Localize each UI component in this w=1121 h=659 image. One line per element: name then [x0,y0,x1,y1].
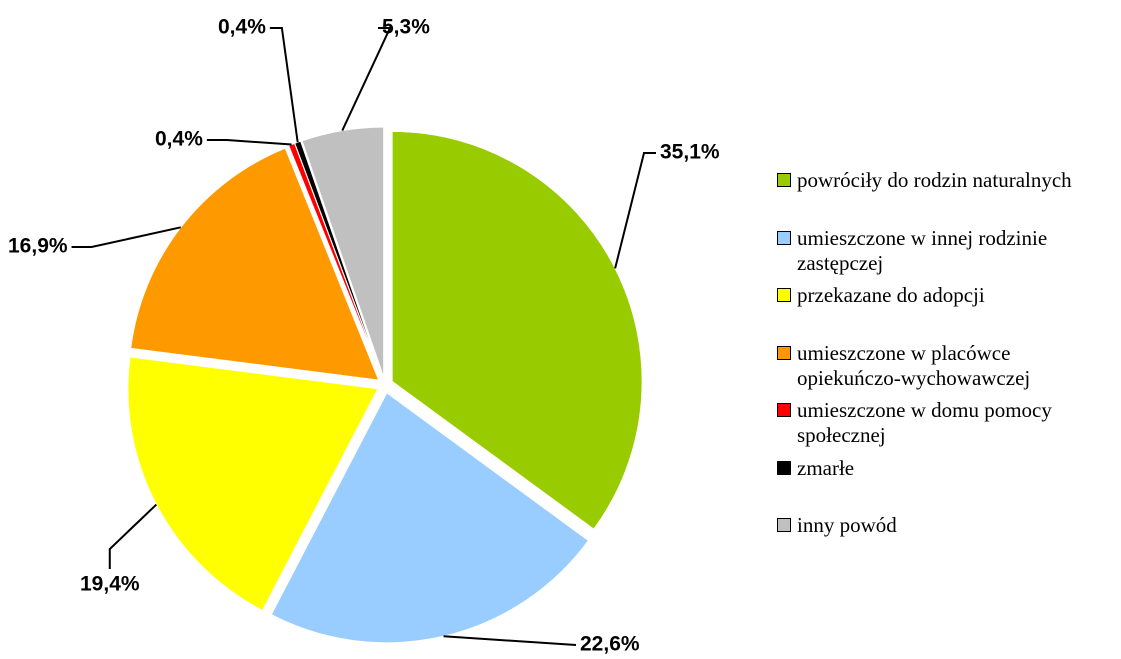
leader-line [341,27,392,131]
legend-label: zmarłe [797,455,855,480]
legend-swatch [777,288,791,302]
legend-label: umieszczone w domu pomocy społecznej [797,398,1052,447]
legend-item: powróciły do rodzin naturalnych [777,168,1117,193]
pie-slice [391,130,643,530]
value-label: 5,3% [382,16,430,39]
legend-label: umieszczone w placówce opiekuńczo-wychow… [797,340,1031,390]
legend-label: przekazane do adopcji [797,283,985,307]
legend-item: umieszczone w innej rodzinie zastępczej [777,226,1117,276]
value-label: 0,4% [155,128,203,151]
legend-item: przekazane do adopcji [777,283,1117,308]
legend-swatch [777,230,791,245]
leader-line [269,27,299,143]
value-label: 22,6% [580,633,640,656]
leader-line [206,139,292,146]
legend-item: umieszczone w placówce opiekuńczo-wychow… [777,341,1117,391]
legend-label: powróciły do rodzin naturalnych [797,168,1072,192]
legend-swatch [777,460,791,475]
leader-line [443,635,577,646]
leader-line [108,503,158,569]
legend-swatch [777,518,791,532]
leader-line [71,226,182,248]
value-label: 0,4% [218,16,266,39]
value-label: 19,4% [80,573,140,596]
legend-swatch [777,403,791,417]
pie-slice [270,392,590,644]
legend-label: umieszczone w innej rodzinie zastępczej [797,225,1048,275]
legend-item: umieszczone w domu pomocy społecznej [777,398,1117,448]
legend-swatch [777,345,791,360]
leader-line [614,152,656,269]
pie-slice [130,147,380,381]
legend-item: zmarłe [777,456,1117,481]
value-label: 16,9% [8,235,68,258]
pie-slice [301,126,385,378]
value-label: 35,1% [660,141,720,164]
legend-swatch [777,173,791,187]
legend-label: inny powód [797,513,897,537]
legend-item: inny powód [777,513,1117,538]
